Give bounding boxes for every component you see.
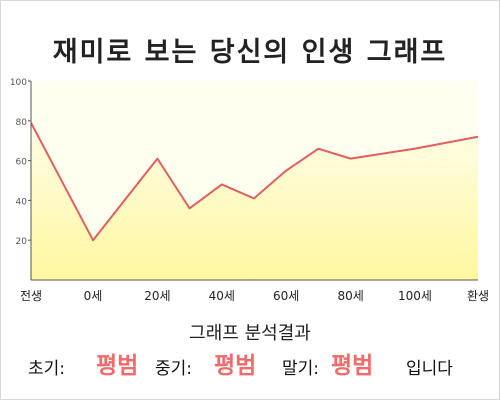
x-tick-label: 환생 bbox=[467, 289, 489, 303]
x-tick-label: 60세 bbox=[273, 289, 299, 303]
y-tick-label: 80 bbox=[16, 118, 28, 128]
early-label: 초기: bbox=[28, 359, 66, 379]
y-tick-label: 40 bbox=[16, 197, 28, 207]
x-tick-label: 40세 bbox=[209, 289, 235, 303]
chart-title: 재미로 보는 당신의 인생 그래프 bbox=[52, 37, 448, 68]
mid-result: 평범 bbox=[214, 353, 257, 379]
x-tick-label: 0세 bbox=[84, 289, 103, 303]
late-label: 말기: bbox=[282, 359, 320, 379]
x-tick-label: 전생 bbox=[20, 289, 42, 303]
y-tick-label: 20 bbox=[16, 237, 28, 247]
y-tick-label: 100 bbox=[10, 78, 27, 88]
analysis-heading: 그래프 분석결과 bbox=[189, 323, 311, 344]
x-tick-label: 80세 bbox=[337, 289, 363, 303]
y-tick-label: 60 bbox=[16, 158, 28, 168]
mid-label: 중기: bbox=[155, 359, 193, 379]
life-graph-chart: 20 40 60 80 100 전생 0세 20세 40세 60세 80세 100세 환생 bbox=[10, 78, 489, 303]
ending-text: 입니다 bbox=[406, 359, 453, 379]
early-result: 평범 bbox=[96, 353, 139, 379]
area-fill bbox=[31, 122, 478, 280]
x-tick-label: 100세 bbox=[398, 289, 432, 303]
series-line bbox=[30, 122, 479, 242]
late-result: 평범 bbox=[331, 353, 374, 379]
x-tick-label: 20세 bbox=[144, 289, 170, 303]
